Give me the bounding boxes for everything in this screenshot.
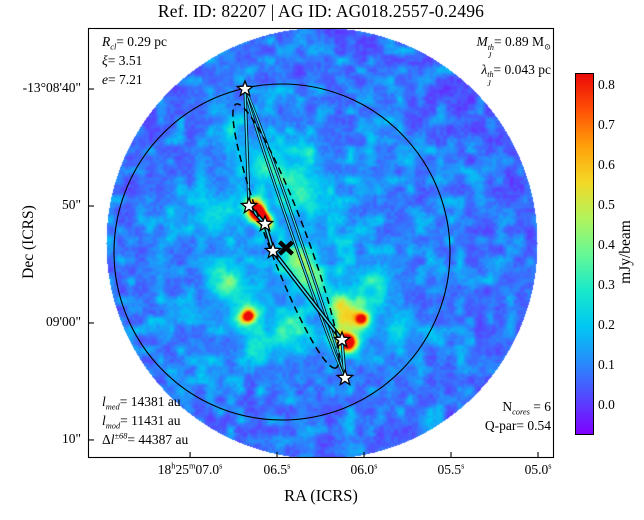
- colorbar-tick-label: 0.7: [598, 117, 615, 132]
- x-tick-label: 18h25m07.0s: [157, 461, 223, 477]
- annotation-line: e= 7.21: [102, 72, 143, 88]
- colorbar-tick-label: 0.1: [598, 357, 615, 372]
- annotation-line: Ncores = 6: [502, 399, 551, 417]
- x-tick-label: 05.5s: [437, 461, 465, 477]
- annotation-line: Δl±68= 44387 au: [102, 431, 189, 448]
- figure-title: Ref. ID: 82207 | AG ID: AG018.2557-0.249…: [157, 1, 485, 21]
- annotation-line: lmed= 14381 au: [102, 394, 181, 412]
- colorbar-tick-label: 0.5: [598, 197, 615, 212]
- annotation-bottom-right: Ncores = 6 Q-par= 0.54: [361, 397, 551, 435]
- x-tick-label: 06.0s: [350, 461, 378, 477]
- colorbar-tick-label: 0.8: [598, 77, 615, 92]
- annotation-line: Rcl= 0.29 pc: [102, 34, 168, 52]
- y-tick-label: 09'00": [46, 313, 81, 329]
- colorbar-gradient: [575, 73, 594, 435]
- colorbar-label: mJy/beam: [617, 220, 634, 284]
- y-tick-label: -13°08'40": [22, 80, 81, 96]
- colorbar-tick-label: 0.6: [598, 157, 615, 172]
- colorbar-tick-label: 0.0: [598, 397, 615, 412]
- colorbar-tick-label: 0.4: [598, 237, 615, 252]
- x-tick-label: 05.0s: [524, 461, 552, 477]
- y-tick-label: 10": [61, 430, 81, 446]
- annotation-line: ξ= 3.51: [102, 53, 143, 69]
- annotation-top-left: Rcl= 0.29 pc ξ= 3.51 e= 7.21: [102, 32, 167, 89]
- y-tick-label: 50": [61, 197, 81, 213]
- colorbar-tick-label: 0.3: [598, 277, 615, 292]
- annotation-line: Q-par= 0.54: [484, 418, 551, 434]
- annotation-bottom-left: lmed= 14381 au lmod= 11431 au Δl±68= 44387…: [102, 392, 188, 449]
- annotation-line: lmod= 11431 au: [102, 413, 181, 431]
- colorbar-tick-label: 0.2: [598, 317, 615, 332]
- x-tick-label: 06.5s: [263, 461, 291, 477]
- annotation-line: λ th J = 0.043 pc: [481, 61, 551, 88]
- x-axis-label: RA (ICRS): [284, 486, 358, 505]
